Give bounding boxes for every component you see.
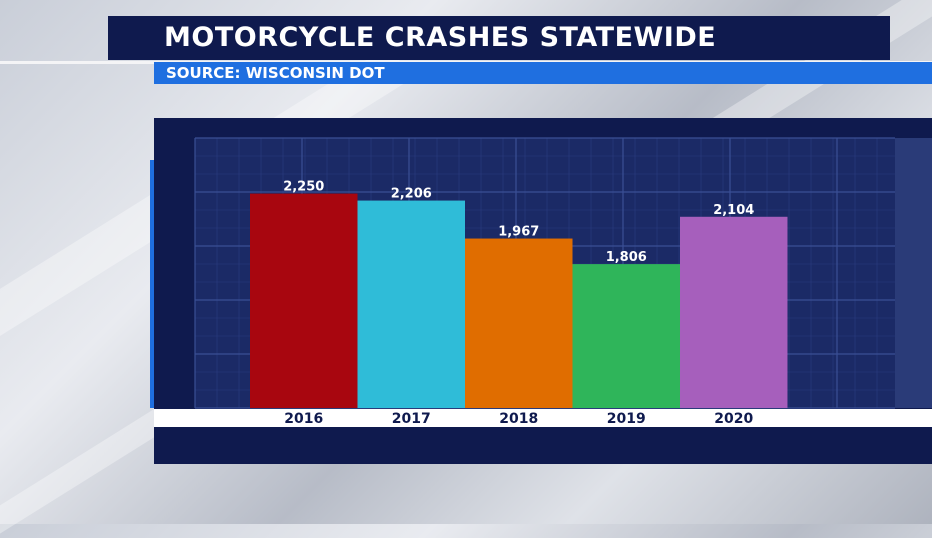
chart-title: MOTORCYCLE CRASHES STATEWIDE <box>108 16 890 60</box>
bar-chart: 2016 2017 2018 2019 2020 2,250 2,206 1,967 1,80… <box>154 137 932 427</box>
plot-right-shade <box>895 138 932 408</box>
value-label-2016: 2,250 <box>283 180 324 195</box>
accent-strip <box>150 160 154 408</box>
value-label-2020: 2,104 <box>713 203 754 218</box>
bar-2020 <box>680 216 788 408</box>
x-tick-label-2018: 2018 <box>499 411 538 427</box>
value-label-2019: 1,806 <box>606 250 647 265</box>
bar-2016 <box>250 193 358 408</box>
value-label-2017: 2,206 <box>391 187 432 202</box>
value-label-2018: 1,967 <box>498 225 539 240</box>
x-tick-label-2020: 2020 <box>714 411 753 427</box>
source-label: SOURCE: WISCONSIN DOT <box>154 62 932 84</box>
bar-2017 <box>357 200 465 408</box>
value-labels: 2,250 2,206 1,967 1,806 2,104 <box>283 180 754 266</box>
bar-2019 <box>572 264 680 408</box>
x-axis-labels: 2016 2017 2018 2019 2020 <box>284 411 753 427</box>
x-axis-band <box>154 409 932 427</box>
x-tick-label-2017: 2017 <box>392 411 431 427</box>
x-tick-label-2019: 2019 <box>607 411 646 427</box>
bar-2018 <box>465 238 573 408</box>
x-tick-label-2016: 2016 <box>284 411 323 427</box>
bars <box>250 193 788 408</box>
